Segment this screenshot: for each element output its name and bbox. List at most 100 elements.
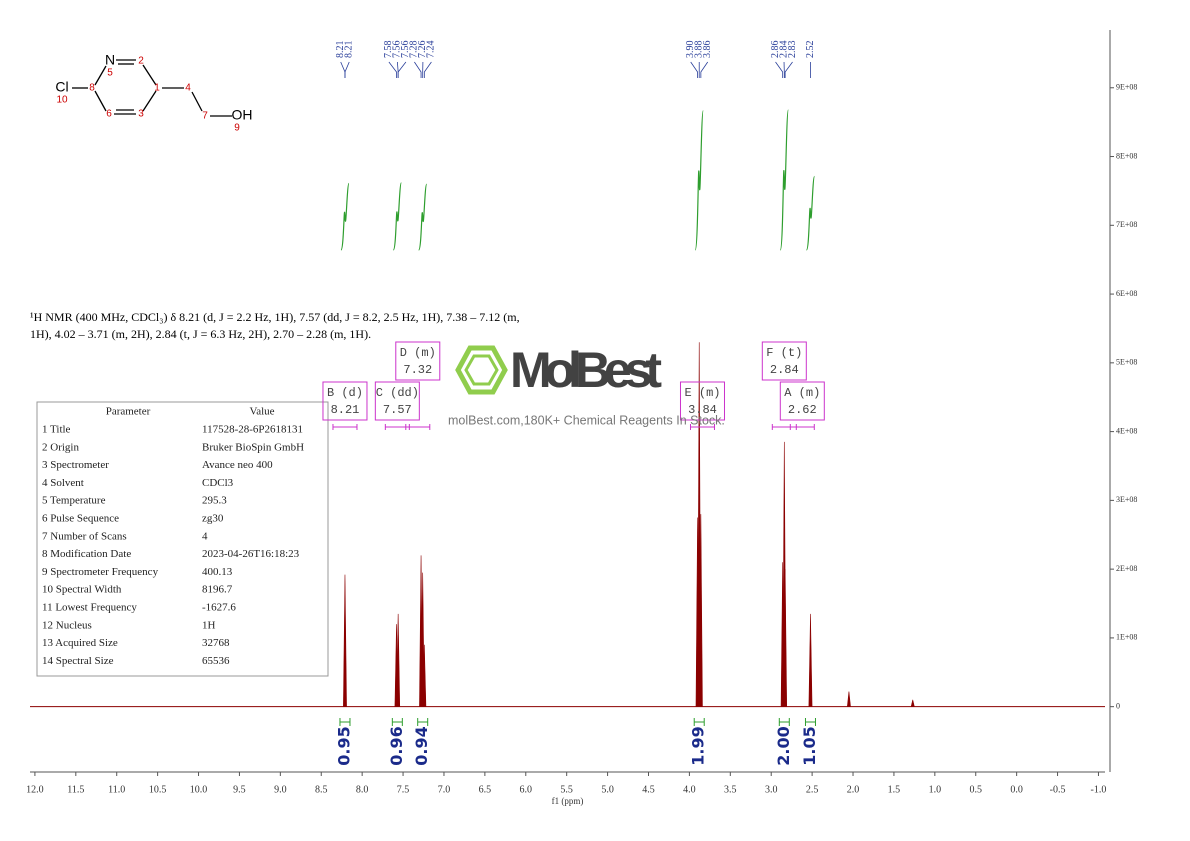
- table-cell: 3 Spectrometer: [42, 459, 109, 471]
- multiplet-shift: 8.21: [331, 403, 360, 417]
- x-tick-label: 5.0: [601, 784, 614, 795]
- peak-pick-label: 7.28: [409, 41, 420, 59]
- multiplet-shift: 3.84: [688, 403, 717, 417]
- atom-label: 6: [106, 109, 112, 120]
- peak-pick-label: 2.84: [778, 41, 789, 59]
- atom-label: OH: [232, 107, 253, 123]
- watermark-brand: MolBest: [510, 342, 662, 398]
- x-tick-label: 10.5: [149, 784, 167, 795]
- multiplet-label: E (m): [684, 386, 720, 400]
- multiplet-box: [322, 381, 368, 421]
- structure-bonds: [72, 59, 232, 117]
- nmr-annotation: 1H), 4.02 – 3.71 (m, 2H), 2.84 (t, J = 6…: [30, 327, 371, 341]
- table-cell: 117528-28-6P2618131: [202, 424, 303, 436]
- peak-pick-label: 2.86: [770, 41, 781, 59]
- peak: [698, 514, 703, 707]
- x-tick-label: 0.0: [1010, 784, 1023, 795]
- integral-bracket: [339, 718, 351, 726]
- y-tick-label: 3E+08: [1116, 495, 1137, 504]
- x-tick-label: 1.5: [888, 784, 901, 795]
- atom-label: 3: [138, 109, 144, 120]
- x-tick-label: 2.5: [806, 784, 819, 795]
- table-cell: 7 Number of Scans: [42, 530, 127, 542]
- peak-pick-label: 7.26: [417, 41, 428, 59]
- x-tick-label: 4.5: [642, 784, 655, 795]
- table-cell: 2 Origin: [42, 441, 79, 453]
- peak-pick-line: [775, 61, 784, 78]
- table-cell: 5 Temperature: [42, 495, 106, 507]
- table-cell: Avance neo 400: [202, 459, 273, 471]
- table-cell: 8196.7: [202, 584, 233, 596]
- peak-pick-line: [423, 61, 432, 78]
- table-cell: 1 Title: [42, 424, 71, 436]
- peak: [808, 613, 813, 707]
- multiplet-label: D (m): [400, 346, 436, 360]
- table-cell: 8 Modification Date: [42, 548, 131, 560]
- atom-label: 2: [138, 56, 144, 67]
- table-cell: zg30: [202, 513, 224, 525]
- multiplet-label: B (d): [327, 386, 363, 400]
- integral-curve: [418, 183, 428, 251]
- peak-pick-label: 7.56: [392, 41, 403, 59]
- table-cell: 4 Solvent: [42, 477, 84, 489]
- x-tick-label: 9.5: [233, 784, 246, 795]
- table-cell: 9 Spectrometer Frequency: [42, 566, 159, 578]
- peak: [396, 613, 401, 707]
- y-tick-label: 8E+08: [1116, 151, 1137, 160]
- multiplet-range: [332, 424, 358, 430]
- integral-value: 1.99: [689, 726, 708, 765]
- atom-label: 4: [185, 83, 191, 94]
- multiplet-shift: 2.84: [770, 363, 799, 377]
- table-cell: CDCl3: [202, 477, 234, 489]
- x-tick-label: 4.0: [683, 784, 696, 795]
- table-cell: 32768: [202, 637, 230, 649]
- multiplet-shift: 2.62: [788, 403, 817, 417]
- integral-value: 1.05: [800, 726, 819, 765]
- multiplet-label: C (dd): [376, 386, 419, 400]
- integral-curve: [779, 109, 789, 251]
- table-cell: 10 Spectral Width: [42, 584, 122, 596]
- atom-label: 5: [107, 68, 113, 79]
- integral-bracket: [417, 718, 429, 726]
- multiplet-label: A (m): [784, 386, 820, 400]
- table-cell: 13 Acquired Size: [42, 637, 118, 649]
- peak-pick-line: [700, 61, 709, 78]
- y-tick-label: 9E+08: [1116, 83, 1137, 92]
- peak-pick-line: [784, 61, 793, 78]
- x-tick-label: 6.0: [520, 784, 533, 795]
- x-tick-label: -0.5: [1050, 784, 1066, 795]
- y-tick-label: 7E+08: [1116, 220, 1137, 229]
- peak-pick-label: 3.88: [694, 41, 705, 59]
- atom-label: 8: [89, 83, 95, 94]
- watermark-logo: [455, 345, 508, 395]
- integral-value: 0.96: [387, 726, 406, 765]
- peak: [783, 569, 788, 707]
- multiplet-range: [789, 424, 815, 430]
- multiplet-range: [405, 424, 431, 430]
- peak-pick-label: 2.52: [805, 41, 816, 59]
- peak: [846, 691, 851, 707]
- integral-value: 2.00: [774, 726, 793, 765]
- peak-pick-label: 7.56: [400, 41, 411, 59]
- integral-bracket: [778, 718, 790, 726]
- watermark-tagline: molBest.com,180K+ Chemical Reagents In S…: [448, 413, 725, 427]
- multiplet-box: [761, 341, 807, 381]
- peak-pick-label: 3.86: [702, 41, 713, 59]
- peak: [910, 699, 915, 707]
- peak-pick-label: 7.24: [426, 41, 437, 59]
- table-cell: 6 Pulse Sequence: [42, 513, 119, 525]
- multiplet-box: [374, 381, 420, 421]
- multiplet-box: [779, 381, 825, 421]
- table-cell: 1H: [202, 619, 216, 631]
- table-cell: 400.13: [202, 566, 233, 578]
- x-tick-label: 8.5: [315, 784, 328, 795]
- x-tick-label: 11.0: [108, 784, 125, 795]
- y-tick-label: 1E+08: [1116, 633, 1137, 642]
- integral-bracket: [391, 718, 403, 726]
- y-tick-label: 6E+08: [1116, 289, 1137, 298]
- multiplet-range: [689, 424, 715, 430]
- integral-bracket: [804, 718, 816, 726]
- nmr-annotation: ¹H NMR (400 MHz, CDCl₃) δ 8.21 (d, J = 2…: [30, 310, 520, 324]
- x-tick-label: 10.0: [190, 784, 208, 795]
